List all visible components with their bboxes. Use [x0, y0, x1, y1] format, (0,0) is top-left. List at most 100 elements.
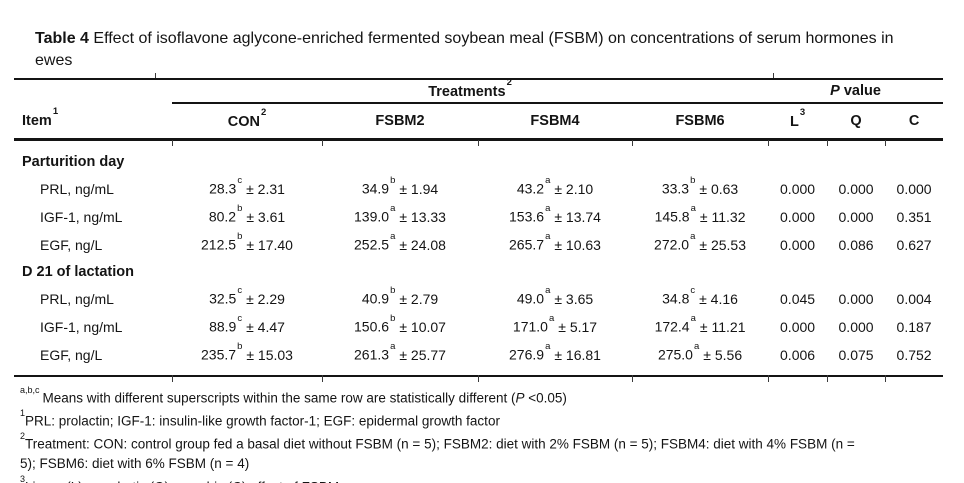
table-caption-text: Effect of isoflavone aglycone-enriched f…	[35, 30, 894, 69]
pvalue-cell: 0.000	[780, 180, 816, 197]
pvalue-cell: 0.000	[780, 236, 816, 253]
superscript-letter: b	[690, 175, 696, 187]
footnote-3: 3Linear (L), quadratic (Q), or cubic (C)…	[20, 474, 872, 483]
footnote-superscript: 3	[20, 473, 26, 483]
header-group-row: Treatments2 P value	[14, 77, 944, 104]
table-caption: Table 4 Effect of isoflavone aglycone-en…	[35, 28, 917, 72]
sd-value: ± 16.81	[554, 346, 601, 363]
sd-value: ± 10.07	[399, 318, 446, 335]
section-heading-row: Parturition day	[14, 149, 943, 175]
hormone-data-table: Treatments2 P value Item1 CON2 FSBM2 FSB…	[14, 77, 944, 377]
sd-value: ± 1.94	[399, 180, 439, 197]
pvalue-cell: 0.006	[780, 346, 816, 363]
column-header-con: CON2	[172, 103, 322, 141]
sd-value: ± 2.79	[399, 290, 439, 307]
superscript-letter: a	[690, 313, 696, 325]
row-item-label: IGF-1, ng/mL	[40, 208, 123, 225]
value-cell: 272.0a± 25.53	[632, 231, 768, 259]
pvalue-cell: 0.045	[780, 290, 816, 307]
sd-value: ± 11.32	[699, 208, 746, 225]
rule-tick	[172, 140, 173, 146]
sd-value: ± 4.16	[699, 290, 738, 307]
footnote-italic-p: P	[515, 390, 525, 406]
row-item-label: PRL, ng/mL	[40, 180, 114, 197]
section-heading: Parturition day	[22, 153, 125, 170]
column-header-quadratic: Q	[827, 103, 886, 141]
treatments-superscript: 2	[506, 77, 512, 89]
sd-value: ± 25.77	[399, 346, 446, 363]
pvalue-cell: 0.351	[896, 208, 932, 225]
sd-value: ± 4.47	[246, 318, 285, 335]
column-header-fsbm4: FSBM4	[478, 103, 632, 141]
mean-value: 40.9	[361, 290, 390, 307]
pvalue-italic-p: P	[830, 83, 840, 99]
sd-value: ± 11.21	[699, 318, 746, 335]
value-cell: 153.6a± 13.74	[478, 203, 632, 231]
mean-value: 172.4	[654, 318, 690, 335]
superscript-letter: b	[237, 231, 243, 243]
footnotes: a,b,cMeans with different superscripts w…	[20, 385, 872, 483]
mean-value: 80.2	[208, 208, 237, 225]
mean-value: 88.9	[209, 318, 237, 335]
value-cell: 49.0a± 3.65	[478, 285, 632, 313]
value-cell: 252.5a± 24.08	[322, 231, 478, 259]
mean-value: 153.6	[509, 208, 545, 225]
pvalue-cell: 0.000	[838, 290, 874, 307]
superscript-letter: a	[548, 313, 555, 325]
rule-tick	[478, 140, 479, 146]
table-row: PRL, ng/mL 28.3c± 2.31 34.9b± 1.94 43.2a…	[14, 175, 943, 203]
rule-tick	[478, 375, 479, 382]
mean-value: 32.5	[209, 290, 237, 307]
mean-value: 139.0	[354, 208, 390, 225]
value-cell: 33.3b± 0.63	[632, 175, 768, 203]
con-superscript: 2	[260, 106, 267, 118]
value-cell: 275.0a± 5.56	[632, 341, 768, 369]
sd-value: ± 2.10	[554, 180, 594, 197]
mean-value: 171.0	[512, 318, 548, 335]
mean-value: 150.6	[354, 318, 390, 335]
mean-value: 43.2	[516, 180, 545, 197]
column-header-linear: L3	[768, 103, 828, 141]
sd-value: ± 3.61	[246, 208, 286, 225]
value-cell: 261.3a± 25.77	[322, 341, 478, 369]
sd-value: ± 5.17	[558, 318, 598, 335]
pvalue-cell: 0.000	[780, 318, 816, 335]
table-row: EGF, ng/L 212.5b± 17.40 252.5a± 24.08 26…	[14, 231, 943, 259]
value-cell: 28.3c± 2.31	[172, 175, 322, 203]
sd-value: ± 3.65	[554, 290, 594, 307]
section-heading-row: D 21 of lactation	[14, 259, 943, 285]
pvalue-cell: 0.000	[896, 180, 932, 197]
rule-tick	[155, 73, 156, 78]
superscript-letter: b	[390, 175, 396, 187]
value-cell: 265.7a± 10.63	[478, 231, 632, 259]
column-header-fsbm6: FSBM6	[632, 103, 769, 141]
sd-value: ± 2.29	[246, 290, 285, 307]
superscript-letter: b	[237, 341, 243, 353]
table-number: Table 4	[35, 30, 89, 47]
treatments-label: Treatments	[428, 83, 506, 100]
sd-value: ± 2.31	[246, 180, 285, 197]
row-item-label: PRL, ng/mL	[40, 290, 114, 307]
footnote-abc: a,b,cMeans with different superscripts w…	[20, 385, 872, 408]
row-item-label: IGF-1, ng/mL	[40, 318, 123, 335]
superscript-letter: a	[545, 175, 551, 187]
superscript-letter: b	[237, 203, 243, 215]
value-cell: 150.6b± 10.07	[322, 313, 478, 341]
footnote-2: 2Treatment: CON: control group fed a bas…	[20, 431, 872, 474]
table-row: EGF, ng/L 235.7b± 15.03 261.3a± 25.77 27…	[14, 341, 943, 369]
column-header-item: Item1	[14, 103, 172, 141]
value-cell: 235.7b± 15.03	[172, 341, 322, 369]
header-pvalue-group: P value	[768, 79, 944, 104]
mean-value: 276.9	[509, 346, 545, 363]
rule-tick	[172, 375, 173, 382]
pvalue-cell: 0.000	[780, 208, 816, 225]
footnote-text: Means with different superscripts within…	[42, 390, 516, 406]
mean-value: 265.7	[509, 236, 545, 253]
rule-tick	[773, 73, 774, 78]
pvalue-cell: 0.752	[896, 346, 932, 363]
mean-value: 28.3	[209, 180, 237, 197]
value-cell: 171.0a± 5.17	[478, 313, 632, 341]
value-cell: 34.8c± 4.16	[632, 285, 768, 313]
header-treatments-group: Treatments2	[172, 77, 769, 104]
